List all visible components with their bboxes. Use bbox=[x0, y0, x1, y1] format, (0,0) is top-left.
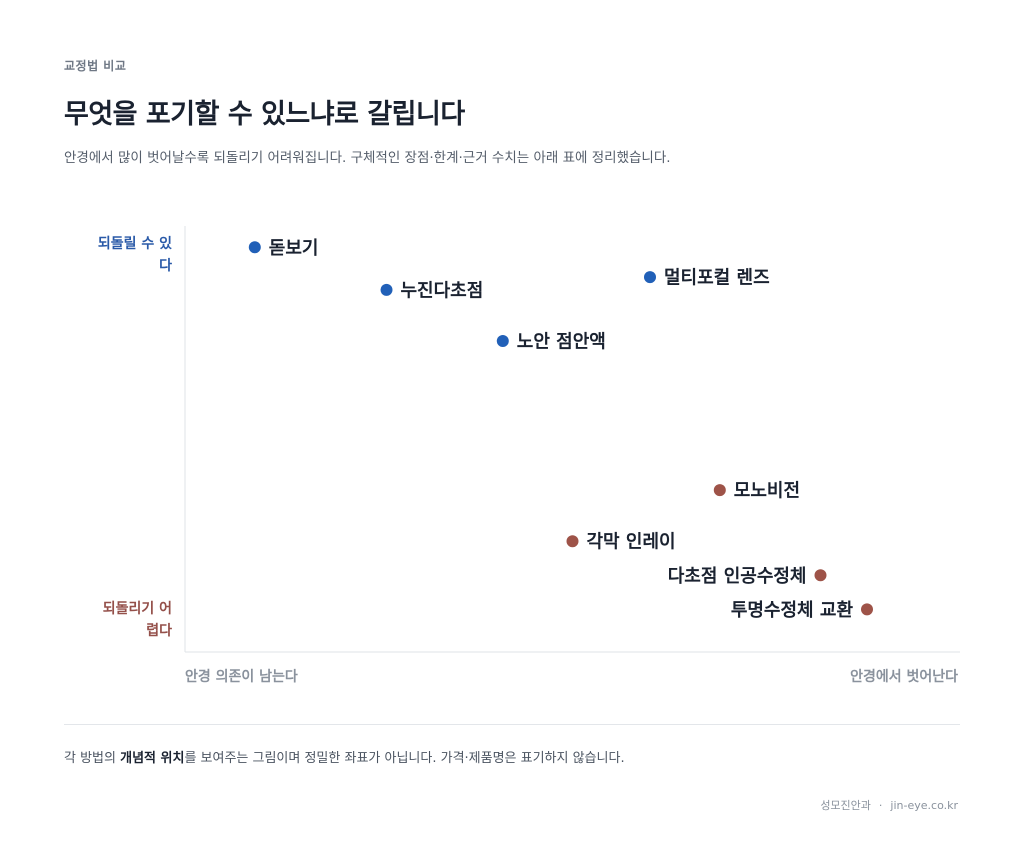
footer-divider bbox=[64, 724, 960, 725]
data-label-irreversible-1: 각막 인레이 bbox=[587, 532, 676, 553]
credit-separator: · bbox=[878, 799, 883, 812]
data-label-reversible-3: 노안 점안액 bbox=[517, 332, 606, 353]
footnote: 각 방법의 개념적 위치를 보여주는 그림이며 정밀한 좌표가 아닙니다. 가격… bbox=[64, 747, 625, 766]
data-point-irreversible-1 bbox=[566, 535, 579, 548]
data-label-reversible-2: 멀티포컬 렌즈 bbox=[664, 267, 770, 289]
data-label-reversible-1: 누진다초점 bbox=[401, 280, 484, 301]
footnote-prefix: 각 방법의 bbox=[64, 751, 121, 766]
data-point-irreversible-2 bbox=[814, 569, 827, 582]
y-axis-bottom-label: 되돌리기 어렵다 bbox=[102, 601, 172, 639]
page-subtitle: 안경에서 많이 벗어날수록 되돌리기 어려워집니다. 구체적인 장점·한계·근거… bbox=[64, 150, 671, 166]
x-axis-right-label: 안경에서 벗어난다 bbox=[850, 669, 958, 685]
footnote-suffix: 를 보여주는 그림이며 정밀한 좌표가 아닙니다. 가격·제품명은 표기하지 않… bbox=[184, 751, 625, 766]
data-point-reversible-0 bbox=[248, 241, 261, 254]
data-point-irreversible-3 bbox=[861, 603, 873, 616]
x-axis-left-label: 안경 의존이 남는다 bbox=[185, 669, 298, 685]
footnote-emphasis: 개념적 위치 bbox=[120, 751, 185, 766]
credit-clinic: 성모진안과 bbox=[820, 799, 871, 812]
credit-site: jin-eye.co.kr bbox=[890, 799, 958, 812]
data-label-irreversible-0: 모노비전 bbox=[734, 481, 800, 502]
data-point-reversible-2 bbox=[644, 271, 656, 284]
data-label-reversible-0: 돋보기 bbox=[269, 238, 319, 259]
eyebrow-label: 교정법 비교 bbox=[64, 59, 127, 73]
data-label-irreversible-2: 다초점 인공수정체 bbox=[668, 566, 807, 587]
data-point-reversible-1 bbox=[380, 283, 393, 296]
credit: 성모진안과 · jin-eye.co.kr bbox=[820, 797, 958, 813]
data-label-irreversible-3: 투명수정체 교환 bbox=[731, 599, 854, 621]
data-point-irreversible-0 bbox=[713, 484, 726, 497]
page-title: 무엇을 포기할 수 있느냐로 갈립니다 bbox=[64, 99, 465, 130]
data-point-reversible-3 bbox=[496, 335, 509, 347]
y-axis-top-label: 되돌릴 수 있다 bbox=[97, 236, 172, 274]
